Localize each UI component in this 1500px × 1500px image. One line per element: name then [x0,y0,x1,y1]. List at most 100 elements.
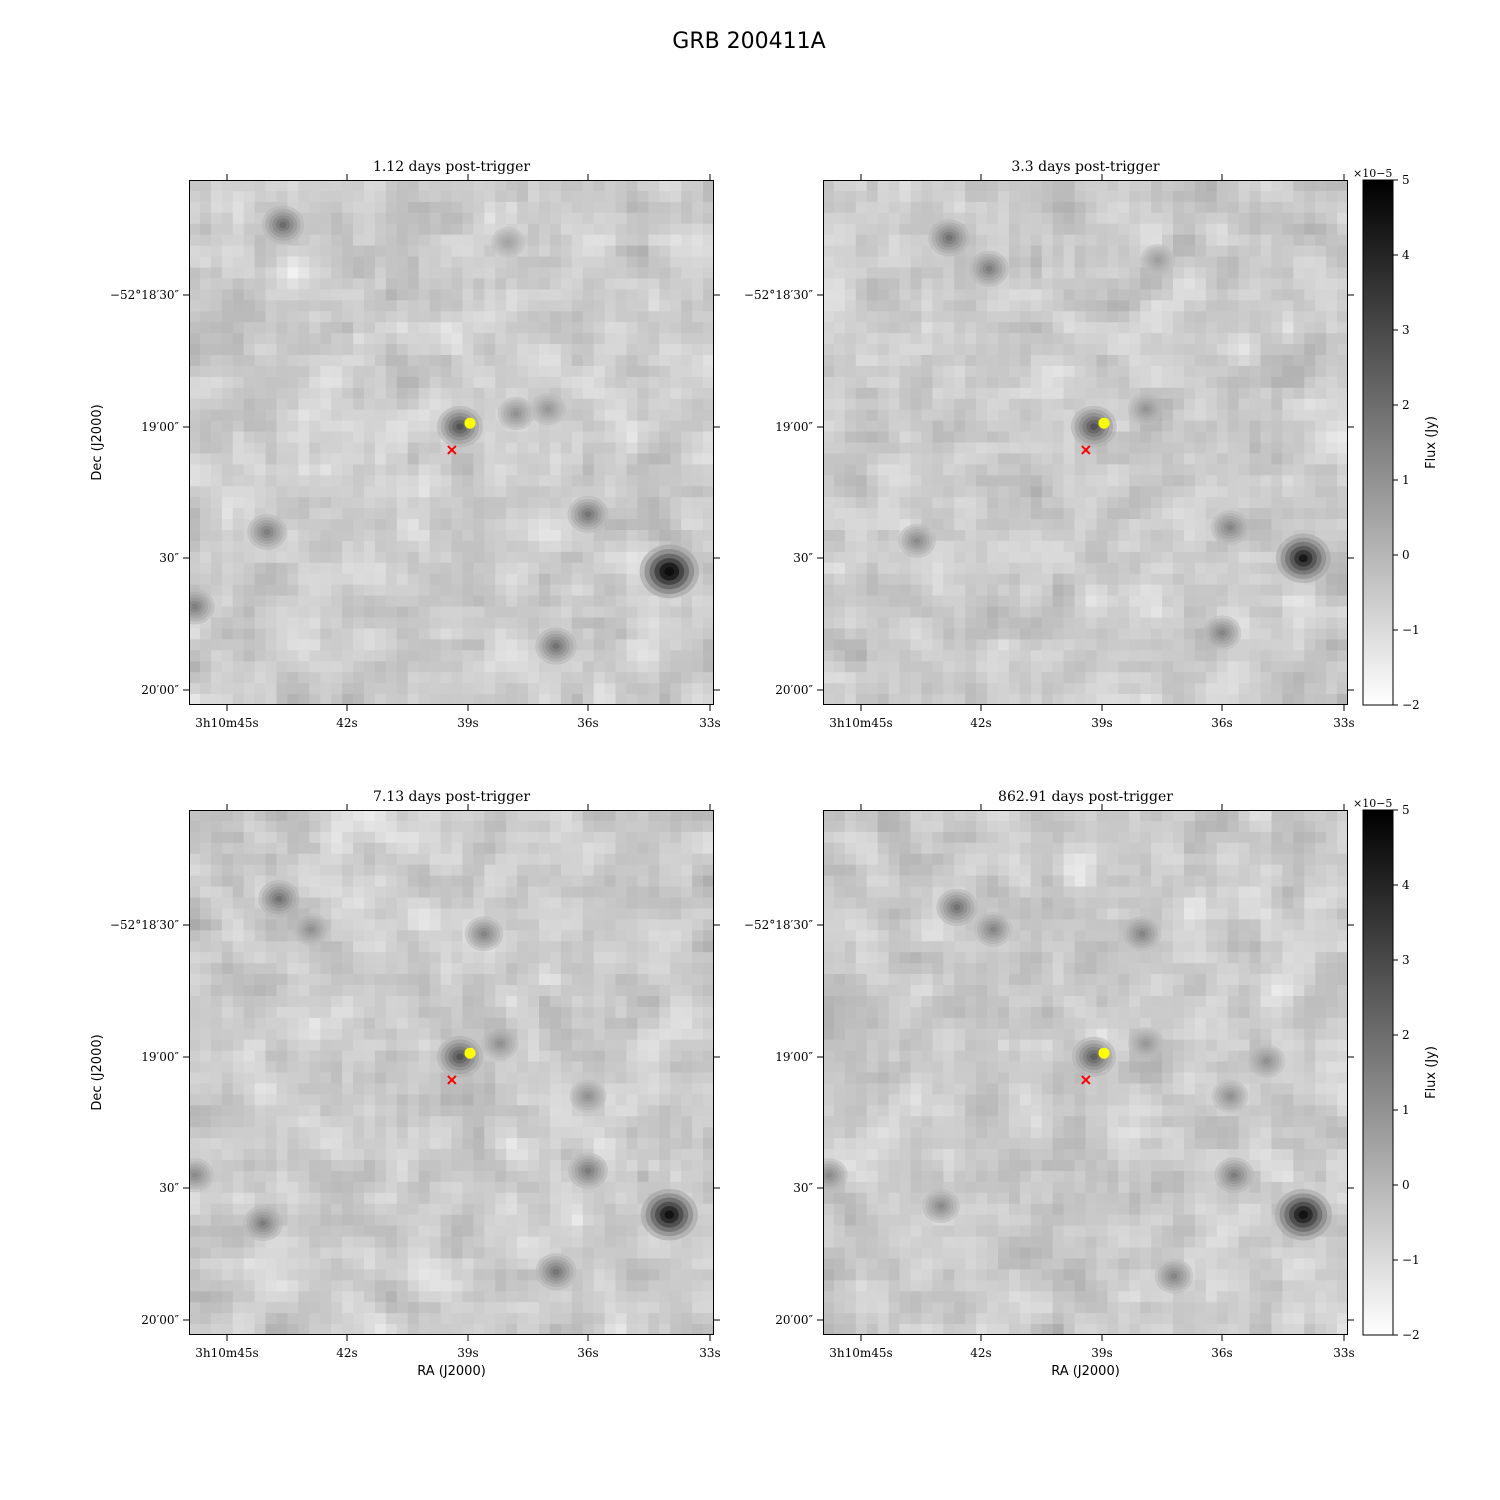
image-pixel [866,606,879,619]
image-pixel [440,606,453,619]
image-pixel [1019,365,1032,378]
image-pixel [320,551,332,564]
image-pixel [954,464,966,476]
image-pixel [954,475,966,487]
image-pixel [998,551,1010,564]
image-pixel [560,464,573,476]
image-pixel [899,355,912,367]
image-pixel [199,573,212,586]
image-pixel [539,190,551,203]
image-pixel [943,300,955,312]
image-pixel [1304,464,1316,476]
image-pixel [692,497,704,509]
image-pixel [385,530,398,542]
image-pixel [823,431,835,444]
image-pixel [1074,486,1087,498]
image-pixel [1249,497,1262,509]
image-pixel [615,180,628,192]
image-pixel [287,475,299,487]
image-pixel [844,562,857,575]
image-pixel [866,562,879,575]
image-pixel [473,190,485,203]
image-pixel [877,365,890,378]
image-pixel [823,190,835,203]
image-pixel [1238,387,1251,400]
image-pixel [549,842,562,855]
image-pixel [549,475,562,487]
image-pixel [1041,639,1054,651]
image-pixel [342,464,354,476]
image-pixel [1271,420,1283,433]
image-pixel [844,180,857,192]
image-pixel [670,683,682,695]
image-pixel [637,497,649,509]
image-pixel [396,519,409,531]
image-pixel [1249,190,1262,203]
image-pixel [1030,650,1043,662]
image-pixel [954,672,966,684]
image-pixel [232,519,245,531]
image-pixel [473,234,485,247]
image-pixel [473,398,485,411]
image-pixel [593,475,606,487]
image-pixel [364,540,376,553]
image-pixel [1315,442,1327,455]
image-pixel [965,212,977,225]
image-pixel [353,820,365,833]
image-pixel [298,311,310,323]
image-pixel [1107,311,1119,323]
image-pixel [965,562,977,575]
image-pixel [451,180,464,192]
image-pixel [866,464,879,476]
image-pixel [1030,628,1043,640]
image-pixel [440,486,453,498]
image-pixel [1326,508,1338,520]
image-pixel [888,267,901,280]
image-pixel [1249,289,1262,301]
image-pixel [506,497,518,509]
image-pixel [855,322,868,334]
image-pixel [407,519,420,531]
image-pixel [1041,409,1054,422]
image-pixel [1151,475,1163,487]
image-pixel [681,453,693,465]
image-pixel [364,661,376,673]
image-pixel [309,289,321,301]
image-pixel [670,464,682,476]
image-pixel [528,431,540,444]
image-pixel [604,278,617,290]
colorbar-multiplier: ×10−5 [1353,167,1392,180]
image-pixel [407,551,420,564]
image-pixel [1063,180,1076,192]
image-pixel [1107,530,1119,542]
image-pixel [998,201,1010,214]
image-pixel [517,650,529,662]
image-pixel [681,245,693,258]
image-pixel [1019,355,1032,367]
image-pixel [954,486,966,498]
image-pixel [451,223,464,236]
image-pixel [342,606,354,619]
image-pixel [1041,595,1054,608]
image-pixel [364,300,376,312]
image-pixel [1271,530,1283,542]
image-pixel [1041,420,1054,433]
image-pixel [473,584,485,597]
image-pixel [1085,464,1098,476]
source-blob-6 [1298,554,1308,563]
image-pixel [440,201,453,214]
image-pixel [637,650,649,662]
image-pixel [276,398,289,411]
image-pixel [210,497,223,509]
image-pixel [855,595,868,608]
image-pixel [254,628,267,640]
image-pixel [342,376,354,389]
image-pixel [1337,311,1348,323]
image-pixel [626,201,639,214]
image-pixel [692,420,704,433]
image-pixel [932,453,944,465]
image-pixel [1129,223,1141,236]
image-pixel [331,497,343,509]
ra-tick-label: 33s [1333,716,1354,730]
image-pixel [495,584,507,597]
